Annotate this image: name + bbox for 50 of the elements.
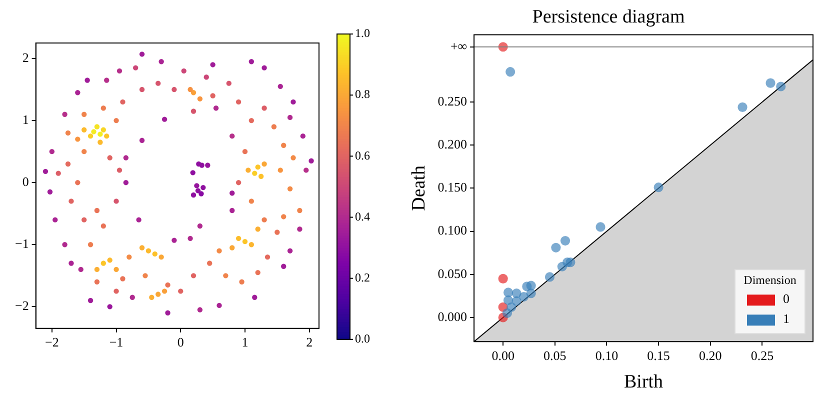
- legend-title: Dimension: [744, 272, 796, 287]
- color-bar-label: 0.0: [355, 332, 370, 346]
- y-tick-label: 0.100: [438, 222, 468, 238]
- color-bar-label: 0.2: [355, 270, 370, 284]
- point: [654, 182, 664, 192]
- legend-label: 1: [783, 311, 790, 326]
- color-bar-label: 0.6: [355, 148, 370, 162]
- chart-title: Persistence diagram: [532, 6, 685, 28]
- color-bar-label: 0.8: [355, 87, 370, 102]
- x-tick-label: 1: [242, 334, 248, 350]
- x-tick-label: 2: [306, 334, 313, 350]
- y-tick-label: 0: [22, 174, 29, 190]
- y-tick-label: +∞: [450, 38, 468, 54]
- point: [551, 242, 561, 252]
- y-tick-label: 2: [22, 50, 29, 65]
- x-tick-label: 0.15: [647, 348, 670, 363]
- point: [544, 272, 555, 282]
- legend-label: 0: [783, 291, 790, 306]
- point: [503, 295, 514, 306]
- x-tick-label: 0.00: [492, 348, 514, 363]
- y-tick-label: 0.200: [438, 136, 468, 152]
- point: [560, 236, 570, 246]
- y-tick-label: 1: [22, 112, 29, 127]
- x-tick-label: 0: [177, 334, 184, 350]
- x-tick-label: 0.05: [544, 348, 566, 363]
- y-tick-label: 0.050: [438, 266, 468, 281]
- y-tick-label: −1: [14, 236, 29, 252]
- point: [596, 222, 606, 232]
- y-tick-label: 0.250: [438, 93, 468, 108]
- point: [512, 288, 522, 298]
- y-tick-label: 0.150: [438, 180, 468, 195]
- point: [498, 274, 508, 284]
- x-axis-title: Birth: [624, 372, 664, 393]
- y-tick-label: 0.000: [438, 308, 468, 324]
- color-bar-label: 1.0: [355, 26, 370, 40]
- point: [506, 67, 516, 77]
- point: [566, 258, 576, 268]
- point: [526, 288, 536, 298]
- point: [519, 292, 529, 302]
- point: [776, 82, 786, 92]
- point: [766, 78, 776, 88]
- x-tick-label: 0.10: [595, 348, 618, 363]
- x-tick-label: 0.20: [699, 348, 722, 363]
- y-tick-label: −2: [14, 298, 29, 314]
- x-tick-label: −1: [109, 334, 124, 350]
- x-tick-label: 0.25: [750, 348, 774, 363]
- x-tick-label: −2: [45, 334, 59, 350]
- y-axis-title: Death: [408, 165, 430, 211]
- point: [738, 102, 748, 112]
- color-bar-label: 0.4: [355, 209, 370, 224]
